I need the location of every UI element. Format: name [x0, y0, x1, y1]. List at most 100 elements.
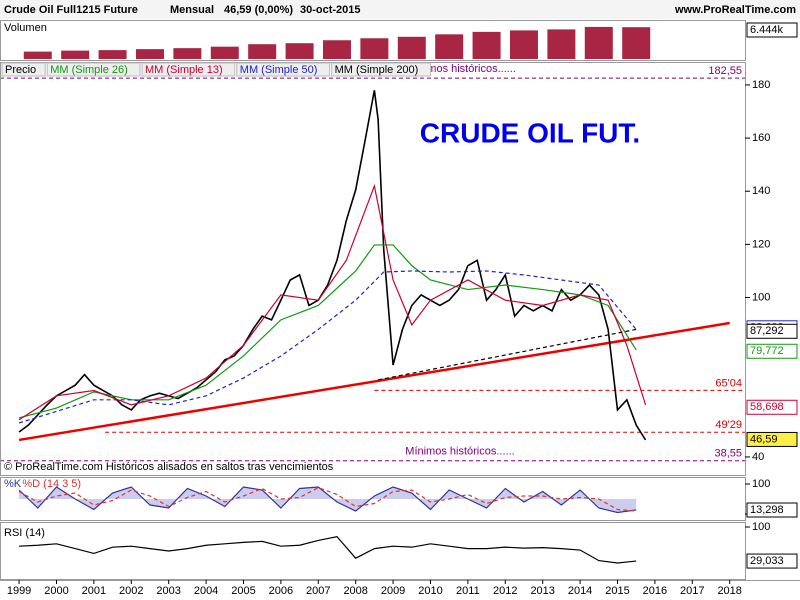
value-tag: 87,292: [750, 325, 784, 337]
x-tick-label: 2018: [717, 585, 741, 597]
value-tag: 79,772: [750, 345, 784, 357]
x-tick-label: 2005: [231, 585, 255, 597]
panel-label: %K: [4, 478, 22, 490]
value-tag: 13,298: [750, 504, 784, 516]
x-tick-label: 2003: [156, 585, 180, 597]
volume-bar: [173, 48, 202, 59]
panel-label: RSI (14): [4, 527, 45, 539]
x-tick-label: 1999: [7, 585, 31, 597]
value-tag-box: [746, 343, 798, 359]
volume-bar: [285, 43, 314, 59]
y-tick-label: 180: [752, 79, 770, 91]
value-tag-box: [746, 502, 798, 518]
volume-bar: [622, 27, 651, 59]
site: www.ProRealTime.com: [674, 4, 796, 16]
value-tag-box: [746, 323, 798, 339]
value-tag: 6.444k: [750, 24, 784, 36]
x-tick-label: 2014: [568, 585, 592, 597]
value-tag-box: [746, 399, 798, 415]
volume-bar: [135, 49, 164, 59]
value-tag: 58,698: [750, 401, 784, 413]
volume-bar: [98, 50, 127, 59]
y-tick-label: 100: [752, 521, 770, 533]
y-tick-label: 120: [752, 238, 770, 250]
level-note: Mínimos históricos......: [405, 446, 514, 458]
panel-label: Volumen: [4, 22, 47, 34]
level-label: 65'04: [715, 377, 742, 389]
volume-bar: [248, 44, 277, 59]
x-tick-label: 2006: [269, 585, 293, 597]
series-line: [18, 486, 637, 512]
level-note: Máximos históricos......: [404, 63, 516, 75]
x-tick-label: 2001: [82, 585, 106, 597]
note: © ProRealTime.com Históricos alisados en…: [4, 461, 334, 473]
legend-box: [46, 62, 141, 77]
x-tick-label: 2004: [194, 585, 218, 597]
x-tick-label: 2016: [643, 585, 667, 597]
y-tick-label: 100: [752, 478, 770, 490]
legend-entry: MM (Simple 13): [145, 64, 223, 76]
volume-bar: [435, 34, 464, 59]
y-tick-label: 160: [752, 132, 770, 144]
legend-box: [236, 62, 331, 77]
legend-entry: MM (Simple 50): [240, 64, 318, 76]
legend-box: [1, 62, 46, 77]
stochastic-panel: [0, 477, 746, 521]
x-tick-label: 2009: [381, 585, 405, 597]
value-tag-box: [746, 553, 798, 569]
legend-box: [141, 62, 236, 77]
volume-bar: [360, 38, 389, 59]
legend-box: [331, 62, 432, 77]
series-line: [18, 486, 637, 514]
volume-bar: [61, 50, 90, 59]
y-tick-label: 140: [752, 185, 770, 197]
level-label: 49'29: [715, 419, 742, 431]
level-label: 182,55: [708, 65, 742, 77]
x-tick-label: 2000: [44, 585, 68, 597]
x-tick-label: 2012: [493, 585, 517, 597]
x-tick-label: 2002: [119, 585, 143, 597]
series-line: [18, 270, 637, 424]
volume-bar: [397, 36, 426, 59]
instrument: Crude Oil Full1215 Future: [4, 4, 138, 16]
trend-line: [18, 321, 730, 442]
volume-bar: [547, 29, 576, 59]
series-line: [378, 328, 637, 381]
y-tick-label: 40: [752, 451, 764, 463]
series-line: [18, 90, 647, 441]
chart-title: CRUDE OIL FUT.: [420, 117, 640, 148]
x-tick-label: 2017: [680, 585, 704, 597]
volume-bar: [322, 40, 351, 59]
x-tick-label: 2015: [605, 585, 629, 597]
quote: 46,59 (0,00%): [224, 4, 293, 16]
level-label: 38,55: [714, 448, 742, 460]
x-tick-label: 2008: [343, 585, 367, 597]
value-tag-box: [746, 22, 798, 38]
series-line: [19, 535, 637, 564]
header-bar: [0, 0, 800, 19]
date: 30-oct-2015: [300, 4, 361, 16]
volume-bar: [509, 30, 538, 59]
legend-entry: Precio: [5, 64, 36, 76]
value-tag-box: [746, 431, 798, 447]
x-tick-label: 2011: [456, 585, 480, 597]
x-tick-label: 2007: [306, 585, 330, 597]
volume-bar: [23, 51, 52, 59]
volume-bar: [210, 46, 239, 59]
value-tag: 46,59: [750, 433, 778, 445]
series-line: [18, 244, 637, 419]
x-tick-label: 2013: [530, 585, 554, 597]
legend-entry: MM (Simple 200): [335, 64, 419, 76]
panel-label: %D (14 3 5): [22, 478, 81, 490]
x-tick-label: 2010: [418, 585, 442, 597]
legend-entry: MM (Simple 26): [50, 64, 128, 76]
rsi-panel: [0, 522, 746, 580]
volume-panel: [0, 20, 746, 61]
volume-bar: [472, 31, 501, 59]
y-tick-label: 100: [752, 291, 770, 303]
volume-bar: [584, 26, 613, 59]
value-tag: 29,033: [750, 555, 784, 567]
period: Mensual: [170, 4, 214, 16]
